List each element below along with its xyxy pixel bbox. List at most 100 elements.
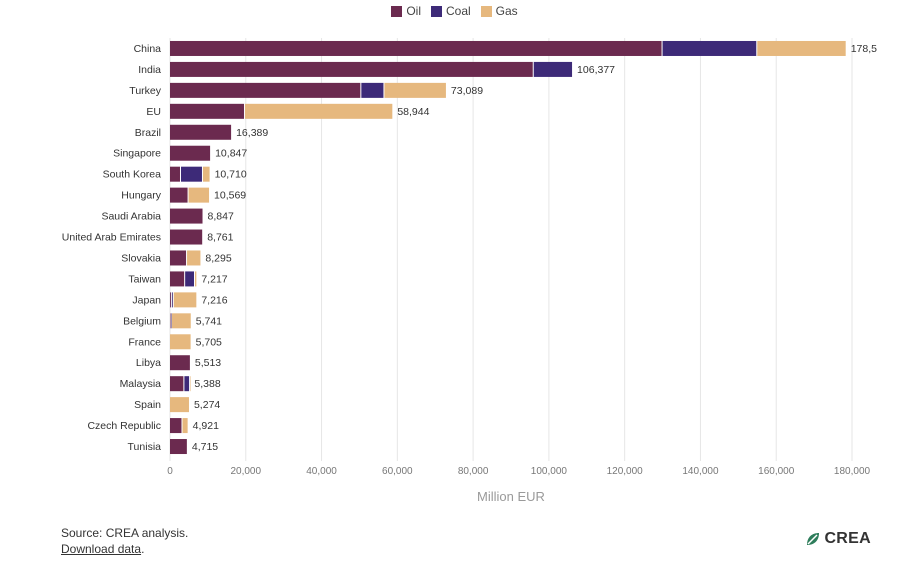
- category-label: Slovakia: [121, 252, 161, 264]
- bar-segment-gas: [170, 334, 191, 350]
- legend-swatch-gas: [480, 5, 492, 17]
- bar-segment-coal: [171, 313, 172, 329]
- category-label: Saudi Arabia: [101, 211, 161, 223]
- category-label: Brazil: [135, 127, 161, 139]
- category-label: Tunisia: [128, 441, 162, 453]
- value-label: 5,274: [194, 399, 220, 411]
- value-label: 178,5: [851, 43, 877, 55]
- category-label: EU: [146, 106, 161, 118]
- bar-segment-oil: [170, 229, 203, 245]
- value-label: 73,089: [451, 85, 483, 97]
- bar-segment-gas: [757, 40, 846, 56]
- x-axis-title: Million EUR: [477, 489, 545, 504]
- download-line: Download data.: [61, 542, 144, 556]
- category-label: Hungary: [121, 190, 161, 202]
- bar-segment-gas: [173, 292, 197, 308]
- legend-label-gas: Gas: [495, 4, 518, 18]
- category-label: India: [138, 64, 161, 76]
- x-tick-label: 0: [167, 466, 173, 477]
- bar-segment-oil: [170, 124, 232, 140]
- bar-segment-gas: [202, 166, 210, 182]
- bar-segment-oil: [170, 355, 190, 371]
- category-label: Taiwan: [128, 273, 161, 285]
- bar-segment-oil: [170, 187, 188, 203]
- crea-leaf-icon: [807, 533, 820, 545]
- bar-segment-gas: [190, 376, 191, 392]
- bar-segment-oil: [170, 40, 662, 56]
- bar-segment-oil: [170, 145, 211, 161]
- bar-segment-oil: [170, 61, 533, 77]
- category-label: Czech Republic: [87, 420, 161, 432]
- value-label: 8,295: [205, 252, 231, 264]
- logo-text: CREA: [824, 530, 871, 547]
- category-label: Singapore: [113, 148, 161, 160]
- bar-segment-coal: [184, 376, 190, 392]
- value-label: 16,389: [236, 127, 268, 139]
- legend-label-coal: Coal: [445, 4, 471, 18]
- bar-segment-coal: [180, 166, 202, 182]
- download-data-link[interactable]: Download data: [61, 542, 142, 556]
- bar-segment-oil: [170, 166, 180, 182]
- value-label: 10,847: [215, 148, 247, 160]
- x-tick-label: 60,000: [382, 466, 413, 477]
- bar-segment-oil: [170, 313, 171, 329]
- bar-segment-coal: [361, 82, 384, 98]
- legend-item-gas[interactable]: Gas: [480, 4, 518, 18]
- category-label: France: [128, 336, 161, 348]
- bar-segment-gas: [245, 103, 393, 119]
- bar-segment-oil: [170, 376, 184, 392]
- crea-logo: CREA: [805, 530, 871, 548]
- stacked-bar-chart: 0 20,000 40,000 60,000 80,000 100,000 120,000 1…: [62, 38, 877, 504]
- bar-segment-coal: [185, 271, 195, 287]
- category-label: Japan: [132, 294, 161, 306]
- legend-item-coal[interactable]: Coal: [430, 4, 471, 18]
- value-label: 8,761: [207, 232, 233, 244]
- legend-label-oil: Oil: [406, 4, 421, 18]
- x-tick-label: 40,000: [306, 466, 337, 477]
- bar-segment-oil: [170, 103, 245, 119]
- value-label: 10,569: [214, 190, 246, 202]
- bar-segment-gas: [171, 313, 191, 329]
- category-label: China: [134, 43, 162, 55]
- category-label: Belgium: [123, 315, 161, 327]
- bar-segment-coal: [662, 40, 757, 56]
- download-suffix: .: [141, 542, 145, 556]
- category-label: Malaysia: [120, 378, 162, 390]
- bar-segment-oil: [170, 271, 185, 287]
- value-label: 58,944: [397, 106, 429, 118]
- bar-segment-gas: [195, 271, 197, 287]
- bar-segment-gas: [182, 418, 188, 434]
- legend: Oil Coal Gas: [0, 4, 909, 18]
- bar-segment-oil: [170, 439, 187, 455]
- legend-item-oil[interactable]: Oil: [391, 4, 421, 18]
- x-tick-label: 140,000: [682, 466, 719, 477]
- value-label: 106,377: [577, 64, 615, 76]
- legend-swatch-coal: [430, 5, 442, 17]
- x-tick-label: 120,000: [607, 466, 644, 477]
- bar-segment-oil: [170, 208, 203, 224]
- value-label: 4,921: [193, 420, 219, 432]
- category-label: United Arab Emirates: [62, 232, 161, 244]
- x-tick-label: 80,000: [458, 466, 489, 477]
- x-tick-label: 20,000: [230, 466, 261, 477]
- category-label: Spain: [134, 399, 161, 411]
- bar-segment-oil: [170, 292, 171, 308]
- bar-segment-coal: [171, 292, 173, 308]
- value-label: 5,388: [194, 378, 220, 390]
- value-label: 5,741: [196, 315, 222, 327]
- x-tick-label: 100,000: [531, 466, 568, 477]
- bar-segment-gas: [384, 82, 446, 98]
- category-label: Libya: [136, 357, 161, 369]
- bar-segment-oil: [170, 250, 187, 266]
- bar-segment-gas: [188, 187, 210, 203]
- value-label: 4,715: [192, 441, 218, 453]
- bar-segment-oil: [170, 82, 361, 98]
- value-label: 7,216: [201, 294, 227, 306]
- legend-swatch-oil: [391, 5, 403, 17]
- source-note: Source: CREA analysis.: [61, 526, 189, 540]
- value-label: 8,847: [208, 211, 234, 223]
- category-label: Turkey: [129, 85, 161, 97]
- bar-segment-oil: [170, 418, 182, 434]
- value-label: 5,513: [195, 357, 221, 369]
- value-label: 5,705: [196, 336, 222, 348]
